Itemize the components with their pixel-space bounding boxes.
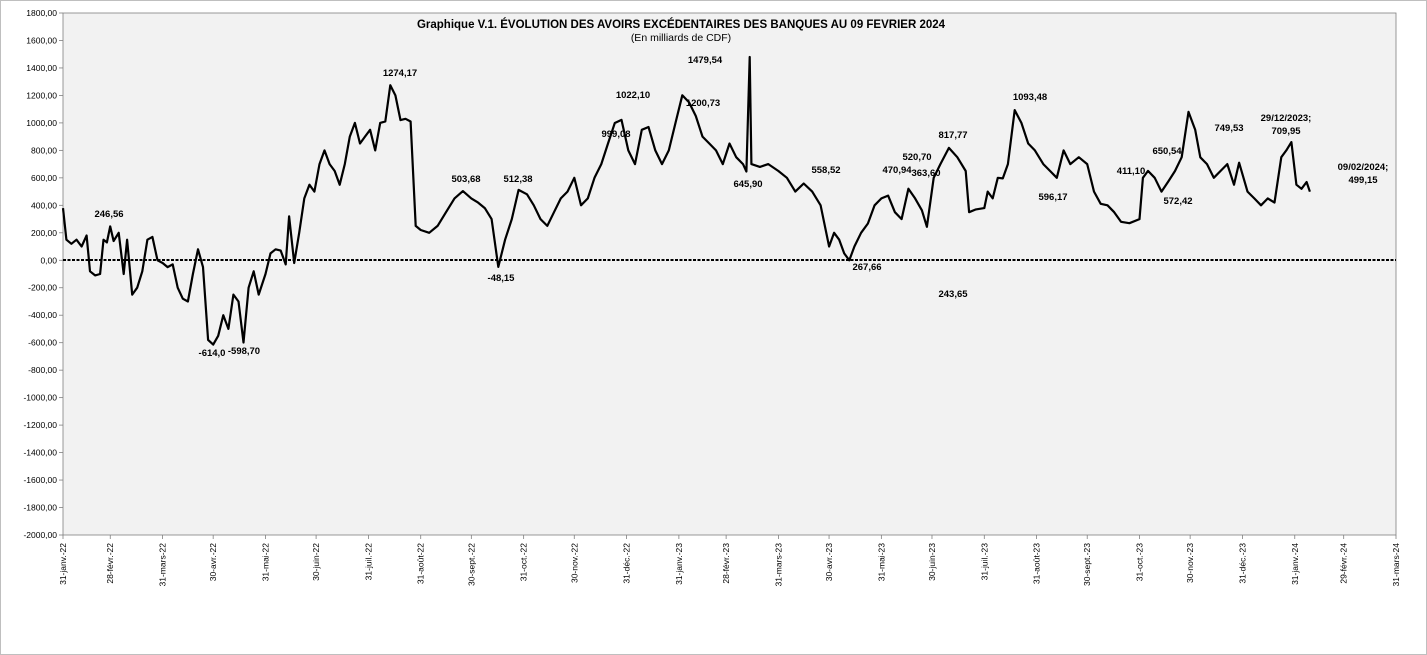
data-label: 1479,54 <box>688 55 723 66</box>
x-tick-label: 31-janv.-23 <box>674 543 684 585</box>
y-tick-label: 1800,00 <box>26 8 57 18</box>
data-label: 596,17 <box>1038 192 1067 203</box>
x-tick-label: 30-nov.-22 <box>569 543 579 583</box>
x-tick-label: 31-mars-24 <box>1391 543 1401 587</box>
data-label: 363,60 <box>911 168 940 179</box>
y-tick-label: -2000,00 <box>23 530 57 540</box>
x-tick-label: 30-avr.-23 <box>824 543 834 582</box>
x-tick-label: 31-janv.-22 <box>58 543 68 585</box>
x-tick-label: 31-juil.-23 <box>979 543 989 581</box>
data-label: 1022,10 <box>616 90 650 101</box>
y-tick-label: 0,00 <box>40 255 57 265</box>
chart-subtitle: (En milliards de CDF) <box>631 32 731 44</box>
y-tick-label: -1800,00 <box>23 503 57 513</box>
x-tick-label: 30-avr.-22 <box>208 543 218 582</box>
y-tick-label: 1000,00 <box>26 118 57 128</box>
y-tick-label: -1400,00 <box>23 448 57 458</box>
data-label: -614,0 <box>199 348 226 359</box>
x-tick-label: 30-juin-23 <box>927 543 937 581</box>
x-tick-label: 31-mars-23 <box>773 543 783 587</box>
y-tick-label: 800,00 <box>31 145 57 155</box>
data-label: 243,65 <box>938 289 968 300</box>
y-tick-label: 200,00 <box>31 228 57 238</box>
x-tick-label: 29-févr.-24 <box>1339 543 1349 584</box>
x-tick-label: 31-mars-22 <box>158 543 168 587</box>
y-tick-label: 600,00 <box>31 173 57 183</box>
data-label: 470,94 <box>882 165 912 176</box>
y-tick-label: 1400,00 <box>26 63 57 73</box>
data-label: 558,52 <box>811 165 840 176</box>
data-label: 09/02/2024; <box>1338 162 1389 173</box>
x-tick-label: 30-juin-22 <box>311 543 321 581</box>
y-tick-label: -800,00 <box>28 365 57 375</box>
data-label: 29/12/2023; <box>1261 113 1312 124</box>
y-tick-label: -400,00 <box>28 310 57 320</box>
x-axis: 31-janv.-22 28-févr.-22 31-mars-22 30-avr.-… <box>58 535 1401 586</box>
x-tick-label: 31-mai-23 <box>876 543 886 582</box>
data-label: 709,95 <box>1271 126 1301 137</box>
y-tick-label: -1200,00 <box>23 420 57 430</box>
y-tick-label: -1000,00 <box>23 393 57 403</box>
data-label: 645,90 <box>733 179 762 190</box>
x-tick-label: 31-janv.-24 <box>1290 543 1300 585</box>
data-label: 246,56 <box>94 209 123 220</box>
y-tick-label: -600,00 <box>28 338 57 348</box>
data-label: 749,53 <box>1214 123 1243 134</box>
x-tick-label: 31-août-23 <box>1032 543 1042 584</box>
x-tick-label: 30-sept.-23 <box>1082 543 1092 586</box>
plot-area <box>62 12 1397 536</box>
x-tick-label: 28-févr.-22 <box>105 543 115 584</box>
x-tick-label: 31-déc.-23 <box>1237 543 1247 584</box>
data-label: 817,77 <box>938 130 967 141</box>
data-label: 267,66 <box>852 262 881 273</box>
series-layer <box>61 55 1311 346</box>
data-labels: 246,56 -614,0 -598,70 1274,17 503,68 -48,15 51… <box>94 55 1388 359</box>
series-line <box>61 55 1311 346</box>
data-label: -48,15 <box>488 273 516 284</box>
data-label: 1274,17 <box>383 68 417 79</box>
x-tick-label: 31-déc.-22 <box>622 543 632 584</box>
y-tick-label: -1600,00 <box>23 475 57 485</box>
y-tick-label: -200,00 <box>28 283 57 293</box>
data-label: -598,70 <box>228 346 260 357</box>
y-tick-label: 1600,00 <box>26 35 57 45</box>
x-tick-label: 28-févr.-23 <box>721 543 731 584</box>
x-tick-label: 31-oct.-23 <box>1135 543 1145 582</box>
data-label: 650,54 <box>1152 146 1182 157</box>
data-label: 999,08 <box>601 129 630 140</box>
data-label: 1093,48 <box>1013 92 1047 103</box>
y-tick-label: 400,00 <box>31 200 57 210</box>
x-tick-label: 31-août-22 <box>416 543 426 584</box>
chart-title: Graphique V.1. ÉVOLUTION DES AVOIRS EXCÉ… <box>417 18 946 31</box>
data-label: 411,10 <box>1117 166 1146 177</box>
y-axis: -2000,00 -1800,00 -1600,00 -1400,00 -1200,00… <box>23 8 63 540</box>
data-label: 572,42 <box>1163 196 1192 207</box>
data-label: 512,38 <box>503 174 532 185</box>
data-label: 520,70 <box>902 152 931 163</box>
x-tick-label: 31-juil.-22 <box>363 543 373 581</box>
x-tick-label: 30-nov.-23 <box>1185 543 1195 583</box>
x-tick-label: 31-oct.-22 <box>519 543 529 582</box>
x-tick-label: 30-sept.-22 <box>466 543 476 586</box>
data-label: 499,15 <box>1348 175 1378 186</box>
y-tick-label: 1200,00 <box>26 90 57 100</box>
data-label: 1200,73 <box>686 98 720 109</box>
data-label: 503,68 <box>451 174 480 185</box>
x-tick-label: 31-mai-22 <box>260 543 270 582</box>
